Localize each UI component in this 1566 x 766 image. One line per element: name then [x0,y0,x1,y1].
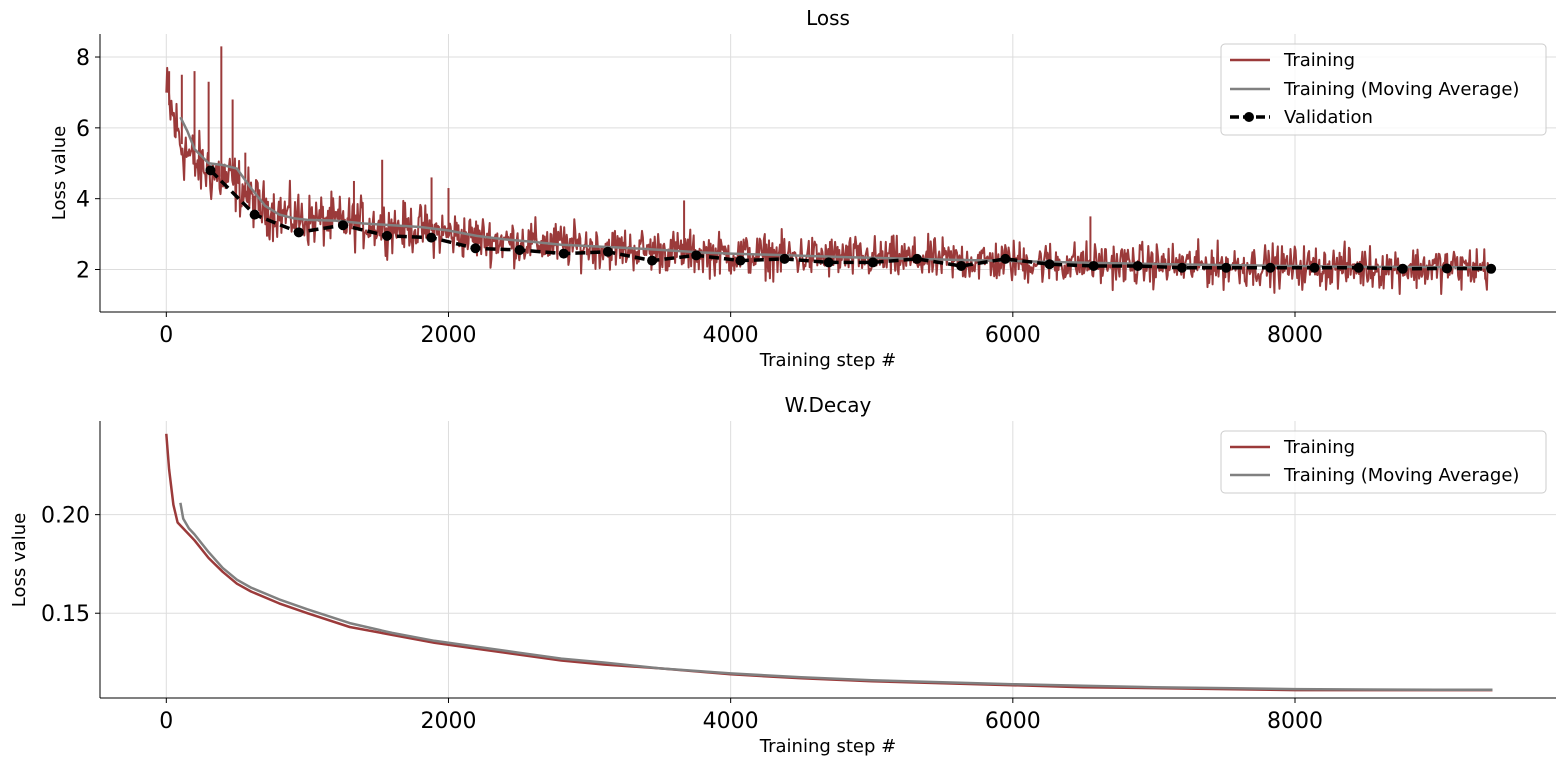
loss-validation-point [823,257,834,268]
loss-legend-ma-label: Training (Moving Average) [1283,79,1519,100]
loss-xlabel: Training step # [759,350,897,371]
loss-moving-average-line [179,116,1493,269]
wdecay-xtick-label: 6000 [985,709,1041,734]
loss-ylabel: Loss value [49,126,70,220]
loss-ytick-label: 4 [76,188,90,213]
loss-validation-point [735,255,746,266]
loss-validation-point [249,209,260,220]
loss-validation-point [1000,253,1011,264]
loss-validation-point [1486,263,1497,274]
loss-validation-point [293,227,304,238]
loss-validation-point [1397,263,1408,274]
loss-validation-point [647,255,658,266]
loss-validation-point [1309,262,1320,273]
loss-legend-training-label: Training [1283,50,1355,71]
loss-validation-point [470,243,481,254]
loss-validation-point [337,220,348,231]
loss-validation-point [426,232,437,243]
loss-validation-point [691,250,702,261]
loss-validation-point [779,253,790,264]
wdecay-legend: Training Training (Moving Average) [1220,430,1547,494]
wdecay-ylabel: Loss value [9,513,30,607]
wdecay-xtick-label: 4000 [703,709,759,734]
loss-validation-point [514,245,525,256]
loss-xtick-label: 4000 [703,323,759,348]
loss-validation-point [867,257,878,268]
loss-validation-point [558,248,569,259]
loss-title: Loss [806,6,850,30]
wdecay-xlabel: Training step # [759,736,897,757]
loss-validation-point [1353,262,1364,273]
wdecay-axes: 0 2000 4000 6000 8000 0.15 0.20 W.Decay Traini… [9,393,1556,757]
loss-validation-line [209,169,1492,271]
loss-xtick-label: 2000 [420,323,476,348]
wdecay-title: W.Decay [785,393,872,417]
loss-validation-point [382,230,393,241]
loss-validation-point [1265,262,1276,273]
wdecay-xtick-label: 8000 [1267,709,1323,734]
loss-validation-point [1176,262,1187,273]
loss-ytick-label: 8 [76,46,90,71]
wdecay-spines [99,421,1556,699]
loss-legend-validation-label: Validation [1284,107,1373,128]
loss-validation-point [1044,259,1055,270]
loss-legend: Training Training (Moving Average) Valid… [1220,43,1547,136]
loss-validation-point [602,246,613,257]
loss-validation-point [1088,260,1099,271]
loss-ticks: 0 2000 4000 6000 8000 2 4 6 8 [76,46,1323,348]
wdecay-legend-training-label: Training [1283,437,1355,458]
loss-legend-box [1220,43,1547,136]
wdecay-xtick-label: 2000 [420,709,476,734]
wdecay-xtick-label: 0 [159,709,173,734]
wdecay-plot-area [165,433,1493,692]
loss-validation-point [1221,262,1232,273]
wdecay-ticks: 0 2000 4000 6000 8000 0.15 0.20 [41,504,1323,734]
wdecay-moving-average-line [179,502,1493,691]
loss-validation-point [956,260,967,271]
loss-validation-point [205,165,216,176]
loss-validation-point [1132,260,1143,271]
loss-axes: 0 2000 4000 6000 8000 2 4 6 8 Loss Training step… [49,6,1556,371]
loss-ytick-label: 6 [76,117,90,142]
loss-xtick-label: 0 [159,323,173,348]
loss-spines [99,34,1556,313]
wdecay-ytick-label: 0.15 [41,602,90,627]
loss-legend-validation-marker [1244,112,1254,122]
wdecay-legend-box [1220,430,1547,494]
loss-xtick-label: 8000 [1267,323,1323,348]
loss-ytick-label: 2 [76,259,90,284]
loss-validation-point [1441,263,1452,274]
loss-plot-area [165,46,1497,295]
wdecay-ytick-label: 0.20 [41,504,90,529]
wdecay-legend-ma-label: Training (Moving Average) [1283,465,1519,486]
loss-xtick-label: 6000 [985,323,1041,348]
wdecay-grid [100,421,1556,698]
loss-validation-point [912,253,923,264]
